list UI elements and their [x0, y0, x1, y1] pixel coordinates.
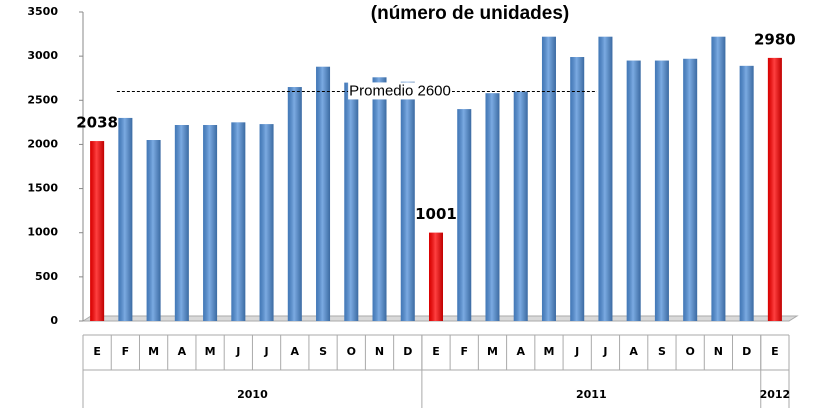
- value-label: 2980: [754, 30, 796, 48]
- x-tick-label: J: [574, 345, 579, 358]
- bar-shade: [598, 36, 613, 321]
- value-label: 2038: [76, 114, 118, 132]
- x-tick-label: A: [291, 345, 300, 358]
- bar-shade: [203, 125, 218, 322]
- group-label: 2011: [576, 388, 607, 401]
- x-tick-label: S: [319, 345, 327, 358]
- x-tick-label: D: [742, 345, 751, 358]
- bar-shade: [146, 140, 161, 321]
- bar-shade: [485, 93, 500, 321]
- y-tick-label: 500: [35, 270, 58, 283]
- x-tick-label: A: [178, 345, 187, 358]
- x-tick-label: E: [432, 345, 440, 358]
- y-tick-label: 2000: [27, 137, 58, 150]
- bar-shade: [541, 36, 556, 321]
- bar-shade: [174, 125, 189, 322]
- y-tick-label: 1500: [27, 182, 58, 195]
- bar-shade: [372, 77, 387, 322]
- x-tick-label: D: [403, 345, 412, 358]
- x-tick-label: O: [685, 345, 694, 358]
- bar-shade: [429, 232, 443, 321]
- bar-shade: [711, 36, 726, 321]
- x-tick-label: M: [148, 345, 159, 358]
- bar-shade: [513, 91, 528, 321]
- x-tick-label: J: [264, 345, 269, 358]
- y-tick-label: 1000: [27, 226, 58, 239]
- bar-shade: [90, 141, 105, 321]
- chart-title: (número de unidades): [371, 3, 569, 24]
- bar-shade: [344, 82, 359, 321]
- bar-shade: [457, 109, 472, 321]
- x-tick-label: M: [205, 345, 216, 358]
- x-tick-label: A: [516, 345, 525, 358]
- bar-shade: [739, 65, 754, 322]
- value-label: 1001: [415, 205, 457, 223]
- y-tick-label: 2500: [27, 93, 58, 106]
- x-tick-label: J: [235, 345, 240, 358]
- bar-shade: [570, 57, 585, 321]
- group-label: 2012: [760, 388, 791, 401]
- y-tick-label: 0: [50, 314, 58, 327]
- x-tick-label: J: [602, 345, 607, 358]
- y-tick-label: 3000: [27, 49, 58, 62]
- bar-shade: [259, 124, 274, 321]
- x-tick-label: E: [93, 345, 101, 358]
- x-tick-label: S: [658, 345, 666, 358]
- x-tick-label: F: [122, 345, 130, 358]
- bar-shade: [400, 81, 415, 321]
- bar-shade: [231, 122, 246, 321]
- x-tick-label: M: [487, 345, 498, 358]
- x-tick-label: N: [375, 345, 384, 358]
- x-tick-label: E: [771, 345, 779, 358]
- bar-shade: [118, 117, 133, 321]
- x-tick-label: A: [629, 345, 638, 358]
- reference-label-bg: [348, 82, 452, 100]
- bar-shade: [626, 60, 641, 322]
- bar-shade: [654, 60, 669, 322]
- x-tick-label: M: [543, 345, 554, 358]
- reference-label: Promedio 2600: [349, 82, 451, 99]
- y-tick-label: 3500: [27, 5, 58, 18]
- bar-shade: [316, 66, 331, 321]
- bar-shade: [287, 87, 302, 322]
- group-label: 2010: [237, 388, 268, 401]
- x-tick-label: N: [714, 345, 723, 358]
- bar-shade: [683, 58, 698, 321]
- x-tick-label: F: [460, 345, 468, 358]
- bar-shade: [767, 57, 782, 322]
- x-tick-label: O: [347, 345, 356, 358]
